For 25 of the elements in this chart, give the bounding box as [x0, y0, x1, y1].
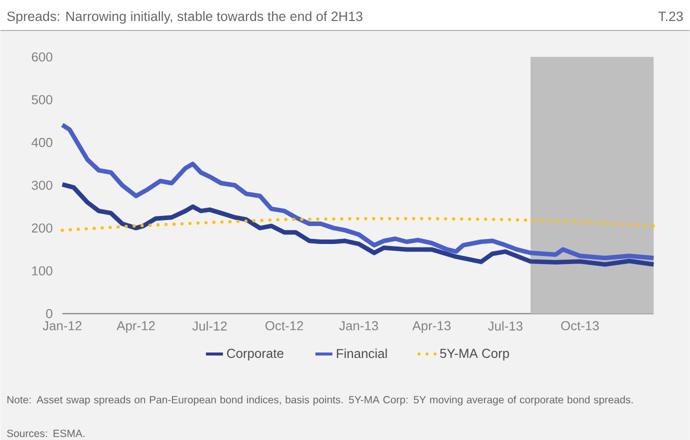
x-tick-label: Jan-13: [339, 320, 378, 330]
line-series: [60, 182, 656, 266]
x-tick-label: Oct-13: [561, 320, 599, 330]
y-tick-label: 0: [46, 308, 52, 318]
y-tick-label: 600: [32, 52, 52, 62]
x-tick-label: Jul-13: [488, 320, 522, 330]
source-note: Sources: ESMA.: [7, 429, 84, 437]
chart-title: Spreads: Narrowing initially, stable towards the end of 2H13: [7, 10, 362, 24]
x-tick-label: Apr-13: [412, 320, 451, 333]
x-tick-label: Jul-12: [192, 320, 227, 330]
text: Note: Asset swap spreads on Pan-European bond indices, basis points. 5Y-MA Corp: 5Y moving average of corporate bond spreads.: [7, 396, 633, 406]
y-tick-label: 100: [32, 266, 52, 276]
line-series: [60, 216, 656, 232]
y-tick-label: 500: [32, 94, 52, 104]
text: T.23: [658, 11, 683, 21]
y-tick-label: 400: [32, 138, 52, 147]
legend-label: 5Y-MA Corp: [440, 348, 510, 360]
legend-label: Financial: [336, 348, 387, 358]
x-tick-label: Jan-12: [42, 320, 82, 330]
x-tick-label: Apr-12: [116, 320, 155, 333]
y-tick-label: 300: [32, 180, 52, 190]
line-series: [60, 122, 656, 260]
legend-label: Corporate: [227, 348, 284, 360]
x-tick-label: Oct-12: [265, 320, 304, 330]
y-tick-label: 200: [32, 223, 52, 232]
